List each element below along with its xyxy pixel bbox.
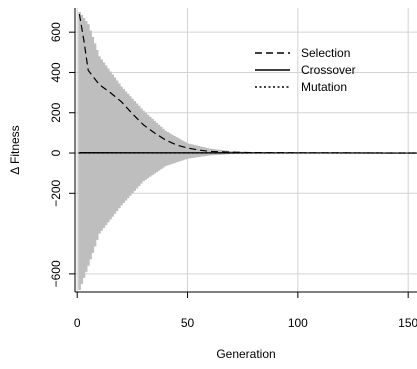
range-bar [84,21,88,272]
range-bar [175,137,178,163]
range-bar [78,12,81,290]
range-bar [170,134,174,164]
range-bar [188,143,192,159]
range-bar [115,80,119,212]
range-bar [153,120,156,174]
range-bar [148,116,152,177]
range-bar [190,144,194,159]
x-tick-label: 50 [181,316,195,330]
range-bars [78,12,417,290]
range-bar [151,118,154,176]
range-bar [186,143,189,159]
range-bar [144,112,148,180]
range-bar [197,145,201,158]
range-bar [82,18,86,278]
y-axis-title: Δ Fitness [8,125,22,174]
range-bar [168,133,172,165]
y-tick-label: −600 [49,260,63,287]
x-tick-label: 100 [288,316,308,330]
x-tick-label: 0 [74,316,81,330]
range-bar [157,124,161,171]
range-bar [93,43,97,247]
range-bar [109,71,112,220]
range-bar [118,83,121,209]
range-bar [98,56,101,234]
range-bar [102,62,106,228]
range-bar [140,108,143,184]
range-bar [124,91,128,201]
range-bar [111,74,114,217]
range-bar [166,132,170,166]
range-bar [164,130,167,167]
x-tick-label: 150 [398,316,417,330]
legend-label-mutation: Mutation [301,80,347,94]
range-bar [142,110,145,182]
range-bar [131,98,134,194]
range-bar [204,147,207,157]
x-axis-title: Generation [216,347,275,361]
range-bar [206,148,209,156]
range-bar [126,93,130,199]
range-bar [195,145,198,158]
range-bar [159,126,163,170]
range-bar [129,96,132,196]
y-tick-label: 400 [49,62,63,82]
y-tick-label: −200 [49,179,63,206]
range-bar [177,138,181,162]
range-bar [193,144,196,158]
range-bar [80,15,84,284]
range-bar [104,65,108,226]
range-bar [87,24,90,266]
range-bar [201,147,205,157]
range-bar [100,59,103,231]
range-bar [182,140,185,161]
y-tick-label: 0 [49,149,63,156]
range-bar [199,146,203,157]
y-tick-label: 200 [49,102,63,122]
range-bar [135,103,139,189]
range-bar [179,139,183,161]
range-bar [162,128,165,168]
range-bar [122,88,125,203]
x-axis: 0 50 100 150 [74,292,417,330]
range-bar [120,86,123,206]
range-bar [146,114,150,179]
legend: Selection Crossover Mutation [255,46,356,94]
range-bar [173,135,176,164]
y-tick-label: 600 [49,22,63,42]
range-bar [95,49,99,241]
range-bar [137,105,141,187]
range-bar [91,37,95,253]
range-bar [113,77,117,214]
range-bar [184,142,187,160]
range-bar [106,68,110,223]
y-axis: −600 −200 0 200 400 600 [49,22,75,287]
range-bar [208,148,212,156]
legend-label-crossover: Crossover [301,63,356,77]
range-bar [155,122,159,173]
range-bar [133,101,137,191]
range-bar [89,30,92,260]
legend-label-selection: Selection [301,46,350,60]
